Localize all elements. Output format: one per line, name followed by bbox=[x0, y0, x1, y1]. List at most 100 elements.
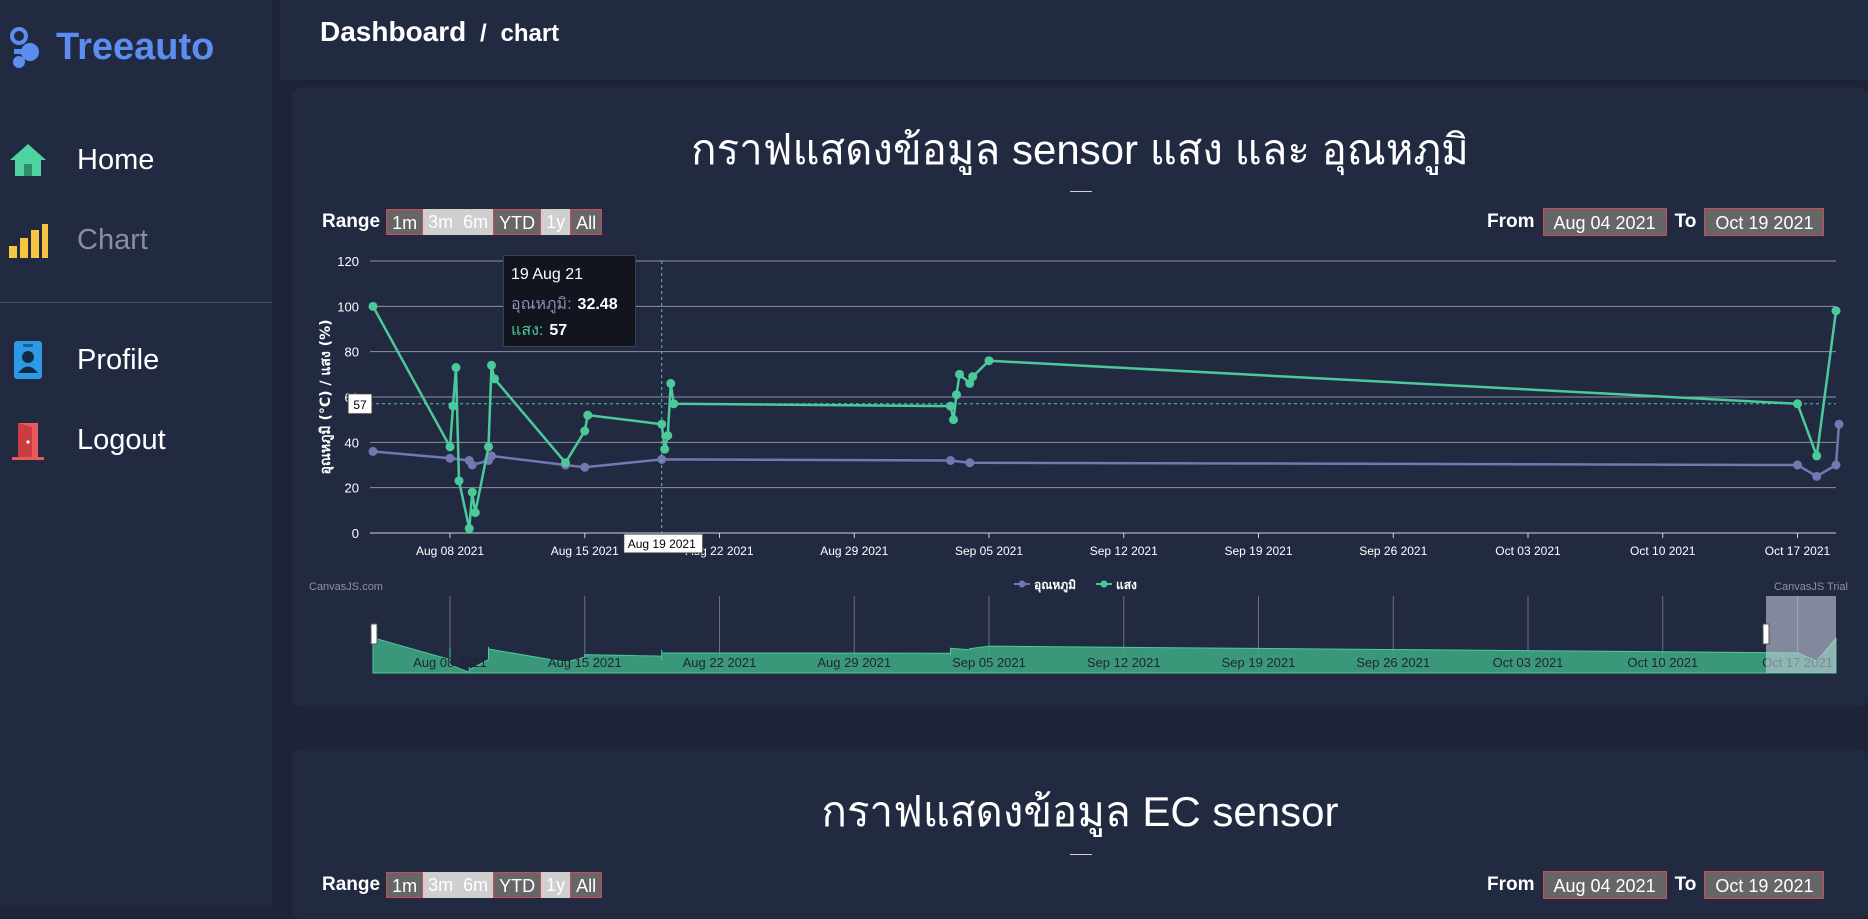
x-tick-label: Oct 17 2021 bbox=[1765, 544, 1831, 558]
data-point bbox=[470, 508, 480, 518]
y-tick-label: 80 bbox=[345, 345, 359, 360]
tooltip-temp-key: อุณหภูมิ: bbox=[511, 296, 572, 313]
data-point bbox=[368, 301, 378, 311]
data-point bbox=[448, 401, 458, 411]
to-label: To bbox=[1674, 874, 1697, 895]
date-range: From Aug 04 2021 To Oct 19 2021 bbox=[1479, 871, 1825, 899]
from-date-input[interactable]: Aug 04 2021 bbox=[1542, 871, 1667, 899]
navigator-tick-label: Aug 29 2021 bbox=[817, 655, 891, 670]
y-axis-title: อุณหภูมิ (°C) / แสง (%) bbox=[318, 320, 334, 475]
data-point bbox=[955, 369, 964, 379]
tooltip-temp-value: 32.48 bbox=[577, 296, 618, 313]
crosshair-y-label-box bbox=[347, 393, 373, 415]
navigator-area-light bbox=[372, 637, 1837, 674]
from-date-input[interactable]: Aug 04 2021 bbox=[1542, 208, 1667, 236]
navigator-tick-label: Oct 03 2021 bbox=[1493, 655, 1564, 670]
breadcrumb: Dashboard / chart bbox=[320, 16, 559, 48]
y-tick-label: 0 bbox=[352, 526, 359, 541]
navigator-tick-label: Aug 08 2021 bbox=[413, 655, 487, 670]
data-point bbox=[583, 410, 593, 420]
data-point bbox=[1831, 460, 1841, 470]
range-1m-button[interactable]: 1m bbox=[386, 209, 424, 235]
title-divider bbox=[1070, 191, 1092, 192]
series-line-temperature bbox=[372, 424, 1841, 478]
x-tick-label: Sep 12 2021 bbox=[1090, 544, 1158, 558]
to-date-input[interactable]: Oct 19 2021 bbox=[1704, 871, 1825, 899]
breadcrumb-root[interactable]: Dashboard bbox=[320, 16, 467, 47]
range-3m-button[interactable]: 3m bbox=[423, 872, 459, 898]
data-point bbox=[490, 374, 499, 384]
data-point bbox=[487, 451, 496, 461]
range-ytd-button[interactable]: YTD bbox=[493, 872, 542, 898]
range-1y-button[interactable]: 1y bbox=[541, 209, 571, 235]
sidebar-item-label: Chart bbox=[77, 223, 148, 256]
data-point bbox=[663, 431, 673, 441]
data-point bbox=[1834, 419, 1844, 429]
sidebar-item-home[interactable]: Home bbox=[0, 130, 272, 190]
data-point bbox=[669, 399, 679, 409]
data-point bbox=[1793, 399, 1802, 409]
range-label: Range bbox=[322, 211, 381, 232]
range-6m-button[interactable]: 6m bbox=[458, 872, 494, 898]
data-point bbox=[984, 356, 994, 366]
data-point bbox=[580, 462, 590, 472]
data-point bbox=[445, 442, 455, 452]
logo[interactable]: Treeauto bbox=[10, 26, 214, 69]
range-ytd-button[interactable]: YTD bbox=[493, 209, 542, 235]
range-all-button[interactable]: All bbox=[570, 872, 603, 898]
range-all-button[interactable]: All bbox=[570, 209, 603, 235]
bar-chart-icon bbox=[9, 224, 48, 258]
data-point bbox=[660, 444, 670, 454]
data-point bbox=[968, 372, 978, 382]
range-1m-button[interactable]: 1m bbox=[386, 872, 424, 898]
navigator-tick-label: Sep 12 2021 bbox=[1087, 655, 1161, 670]
navigator-tick-label: Oct 10 2021 bbox=[1627, 655, 1698, 670]
data-point bbox=[561, 458, 570, 468]
navigator-tick-label: Sep 19 2021 bbox=[1222, 655, 1296, 670]
range-3m-button[interactable]: 3m bbox=[423, 209, 459, 235]
to-date-input[interactable]: Oct 19 2021 bbox=[1704, 208, 1825, 236]
navigator-left-handle bbox=[370, 623, 378, 645]
data-point bbox=[952, 390, 961, 400]
sidebar-item-chart[interactable]: Chart bbox=[0, 210, 272, 270]
data-point bbox=[1812, 471, 1822, 481]
data-point bbox=[949, 415, 958, 425]
navigator-tick-label: Aug 15 2021 bbox=[548, 655, 622, 670]
range-selector: Range 1m 3m 6m YTD 1y All bbox=[322, 872, 603, 898]
logo-text: Treeauto bbox=[56, 26, 215, 68]
data-point bbox=[1793, 460, 1802, 470]
home-icon bbox=[10, 144, 46, 176]
data-point bbox=[368, 446, 378, 456]
logo-icon bbox=[10, 26, 39, 68]
from-label: From bbox=[1487, 211, 1535, 232]
range-1y-button[interactable]: 1y bbox=[541, 872, 571, 898]
range-label: Range bbox=[322, 874, 381, 895]
sidebar: Treeauto Home Chart Profile bbox=[0, 0, 272, 907]
top-bar: Dashboard / chart bbox=[280, 0, 1868, 80]
x-tick-label: Oct 10 2021 bbox=[1630, 544, 1696, 558]
y-tick-label: 40 bbox=[345, 435, 359, 450]
legend-dot-light bbox=[1100, 580, 1108, 588]
x-tick-label: Aug 29 2021 bbox=[820, 544, 888, 558]
data-point bbox=[965, 378, 975, 388]
from-label: From bbox=[1487, 874, 1535, 895]
card-title: กราฟแสดงข้อมูล EC sensor bbox=[821, 788, 1339, 835]
canvasjs-trial-watermark: CanvasJS Trial bbox=[1774, 581, 1848, 593]
data-point bbox=[467, 460, 477, 470]
navigator-right-handle bbox=[1762, 623, 1770, 645]
sidebar-item-profile[interactable]: Profile bbox=[0, 330, 272, 390]
y-tick-label: 120 bbox=[337, 254, 359, 269]
sidebar-item-logout[interactable]: Logout bbox=[0, 410, 272, 470]
date-range: From Aug 04 2021 To Oct 19 2021 bbox=[1479, 208, 1825, 236]
range-6m-button[interactable]: 6m bbox=[458, 209, 494, 235]
crosshair-x-label: Aug 19 2021 bbox=[628, 537, 696, 551]
x-tick-label: Aug 15 2021 bbox=[551, 544, 619, 558]
data-point bbox=[580, 426, 590, 436]
crosshair-x-label-box bbox=[623, 533, 704, 554]
tooltip-date: 19 Aug 21 bbox=[511, 266, 584, 283]
sidebar-divider bbox=[0, 302, 272, 303]
x-tick-label: Oct 03 2021 bbox=[1495, 544, 1561, 558]
sidebar-item-label: Home bbox=[77, 143, 155, 176]
crosshair-y-label: 57 bbox=[353, 398, 367, 412]
